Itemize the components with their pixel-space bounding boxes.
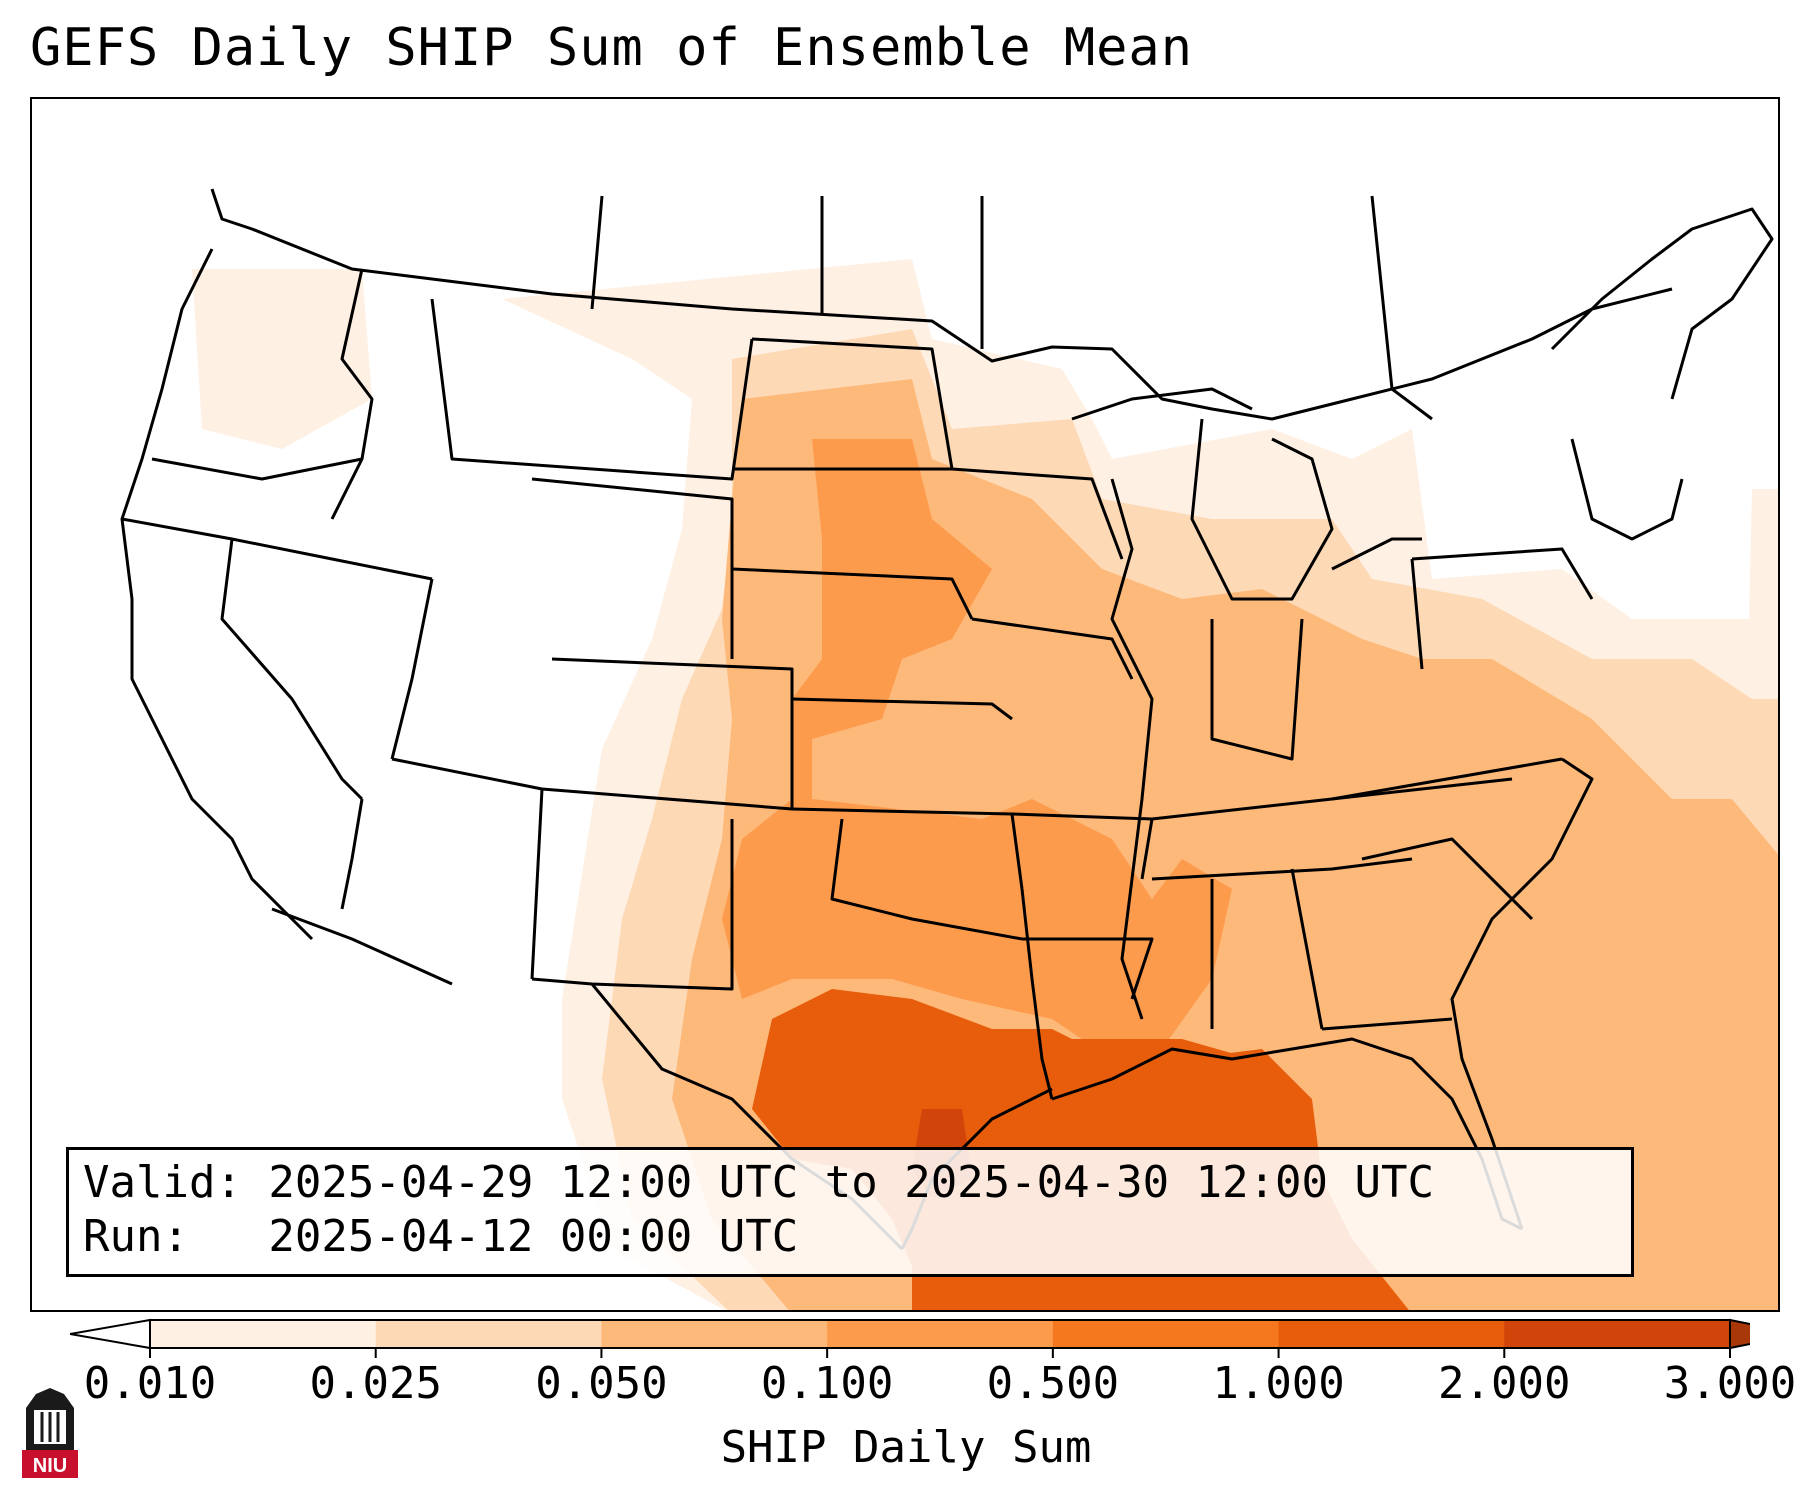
- us-canada-border: [210, 188, 1673, 421]
- state-boundaries: [120, 188, 1774, 1251]
- nv-ca-border: [220, 538, 364, 801]
- nd-sd-ne: [732, 337, 954, 471]
- shade-atlantic-light: [1592, 699, 1778, 855]
- wy-border: [531, 477, 734, 659]
- co-border: [541, 657, 794, 811]
- ga-fl: [1321, 1017, 1453, 1031]
- colorbar-extend-low: [70, 1318, 151, 1350]
- sd-ne: [731, 567, 974, 620]
- colorbar-segment: [601, 1320, 828, 1348]
- ar-la: [1022, 937, 1154, 1000]
- pa-ny-border: [1411, 547, 1594, 600]
- va-nc: [1331, 757, 1563, 801]
- az-ca-border: [340, 798, 364, 910]
- ut-az-border: [391, 757, 543, 791]
- colorbar-tick-label: 0.050: [535, 1358, 668, 1409]
- niu-logo: NIU: [22, 1388, 78, 1478]
- az-nm-border: [530, 788, 544, 980]
- colorbar-tick-label: 2.000: [1438, 1358, 1571, 1409]
- colorbar-tick-label: 0.100: [760, 1358, 894, 1409]
- colorbar-segment: [1052, 1320, 1280, 1348]
- colorbar-outline: [149, 1319, 1731, 1349]
- id-mt-border: [330, 268, 374, 520]
- colorbar-segment: [1278, 1320, 1505, 1348]
- run-time-text: Run: 2025-04-12 00:00 UTC: [83, 1211, 799, 1262]
- ok-tx: [830, 818, 1023, 941]
- or-ca-nv-border: [121, 517, 433, 581]
- nv-ut-border: [390, 578, 434, 760]
- atlantic-coast: [1450, 757, 1594, 1230]
- il-in-oh: [1210, 618, 1304, 761]
- map-canvas: [120, 188, 1778, 1310]
- wa-or-border: [151, 457, 363, 481]
- ia-mo: [971, 617, 1134, 680]
- great-lakes-mi: [1190, 418, 1334, 601]
- colorbar-tick-label: 0.010: [83, 1358, 217, 1409]
- colorbar-label: SHIP Daily Sum: [720, 1422, 1092, 1473]
- colorbar-segment: [150, 1320, 377, 1348]
- nm-tx-border: [531, 819, 734, 991]
- valid-run-info-box: Valid: 2025-04-29 12:00 UTC to 2025-04-3…: [66, 1147, 1634, 1277]
- colorbar-tick-label: 3.000: [1663, 1358, 1797, 1409]
- mississippi-river: [1110, 478, 1154, 1020]
- lake-superior: [1071, 387, 1253, 421]
- tn-ms-al: [1151, 857, 1413, 881]
- ny-new-england: [1570, 438, 1684, 541]
- colorbar-tick-label: 0.025: [309, 1358, 442, 1409]
- map-title: GEFS Daily SHIP Sum of Ensemble Mean: [30, 18, 1194, 78]
- valid-time-text: Valid: 2025-04-29 12:00 UTC to 2025-04-3…: [83, 1157, 1435, 1208]
- canada-provinces: [590, 195, 1433, 421]
- shade-very-light-west: [192, 269, 372, 449]
- colorbar-tick-label: 0.500: [986, 1358, 1120, 1409]
- colorbar-tick-label: 1.000: [1212, 1358, 1345, 1409]
- pacific-coast: [120, 248, 314, 941]
- colorbar-segment: [827, 1320, 1054, 1348]
- mt-wy-border: [430, 298, 754, 481]
- colorbar-segment: [1504, 1320, 1731, 1348]
- mn-ia: [951, 467, 1124, 560]
- tx-la: [1020, 888, 1054, 1100]
- az-mx-border: [271, 907, 453, 986]
- al-ga: [1290, 868, 1324, 1030]
- sc-nc: [1361, 837, 1534, 921]
- oh-pa: [1410, 558, 1424, 670]
- logo-text: NIU: [33, 1455, 67, 1477]
- map-panel: [30, 97, 1780, 1312]
- lake-erie: [1331, 537, 1422, 571]
- colorbar: [70, 1318, 1750, 1358]
- ne-ks: [791, 697, 1013, 721]
- canada-east-coast: [1550, 207, 1774, 400]
- colorbar-segment: [375, 1320, 602, 1348]
- colorbar-extend-high: [1729, 1318, 1750, 1350]
